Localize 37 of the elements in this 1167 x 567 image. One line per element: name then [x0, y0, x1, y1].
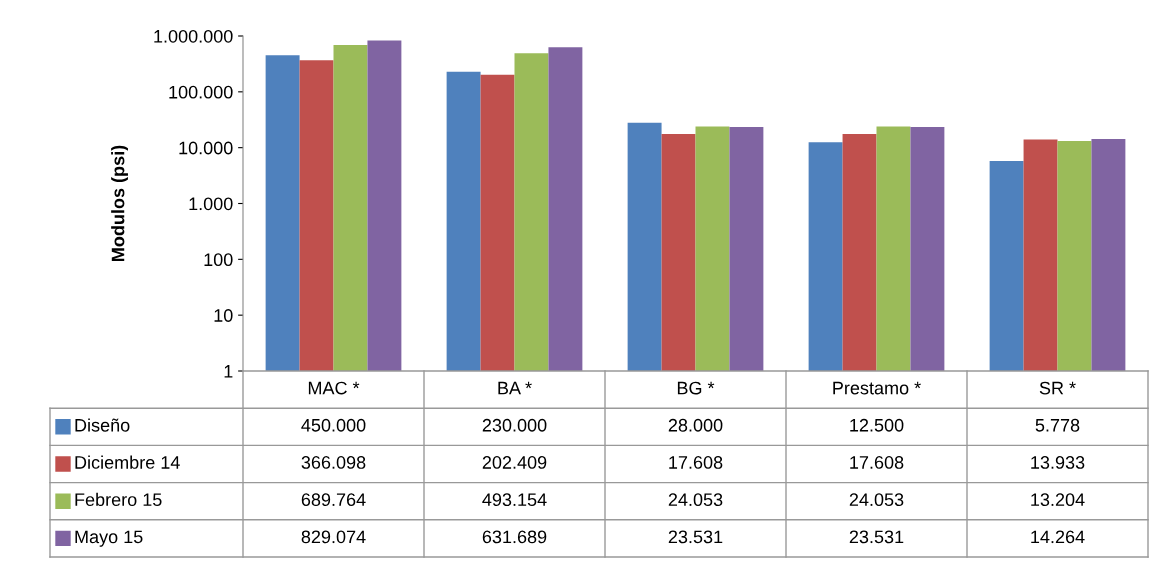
- y-tick-label: 10: [214, 309, 233, 322]
- y-tick-label: 100.000: [169, 85, 233, 99]
- legend-label: Diseño: [75, 418, 130, 432]
- data-label: 450.000: [301, 418, 366, 432]
- data-label: 17.608: [850, 456, 904, 469]
- x-tick-label: Prestamo *: [833, 381, 921, 395]
- data-label: 14.264: [1031, 530, 1085, 544]
- data-label: 366.098: [301, 456, 366, 469]
- data-label: 13.933: [1031, 456, 1085, 469]
- data-label: 24.053: [849, 493, 904, 507]
- legend-label: Febrero 15: [75, 492, 162, 507]
- data-label: 5.778: [1035, 418, 1080, 432]
- x-tick-label: BA *: [498, 381, 532, 395]
- data-label: 493.154: [482, 493, 547, 507]
- y-tick-label: 10.000: [179, 141, 233, 155]
- y-tick-label: 1: [224, 365, 233, 378]
- legend-label: Mayo 15: [75, 530, 143, 547]
- x-tick-label: MAC *: [308, 381, 360, 395]
- data-label: 202.409: [482, 456, 547, 469]
- data-label: 23.531: [668, 530, 723, 544]
- legend-label: Diciembre 14: [75, 455, 180, 469]
- x-tick-label: SR *: [1039, 381, 1076, 395]
- data-label: 13.204: [1031, 493, 1085, 507]
- data-label: 829.074: [301, 530, 366, 544]
- data-label: 24.053: [668, 493, 723, 507]
- data-label: 631.689: [482, 530, 547, 544]
- x-tick-label: BG *: [677, 381, 715, 395]
- data-label: 12.500: [850, 418, 904, 432]
- data-label: 17.608: [669, 456, 723, 469]
- data-label: 28.000: [668, 418, 723, 432]
- y-tick-label: 1.000: [189, 197, 233, 211]
- y-tick-label: 100: [204, 253, 233, 267]
- y-axis-title: Modulos (psi): [111, 145, 128, 261]
- data-label: 23.531: [849, 530, 904, 544]
- y-tick-label: 1.000.000: [154, 29, 233, 43]
- data-label: 689.764: [301, 493, 366, 507]
- data-label: 230.000: [482, 418, 547, 432]
